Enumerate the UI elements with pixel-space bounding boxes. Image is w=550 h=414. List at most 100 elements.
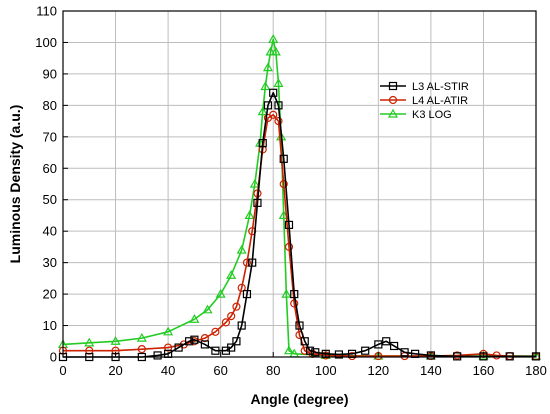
plot-frame [62, 10, 537, 358]
data-point [153, 351, 162, 360]
legend: L3 AL-STIR L4 AL-ATIR K3 LOG [380, 81, 469, 121]
x-tick-label: 0 [59, 363, 66, 378]
data-point [137, 345, 146, 354]
data-point [295, 321, 304, 330]
legend-marker [388, 95, 398, 105]
y-tick-label: 60 [43, 161, 57, 176]
x-tick-label: 180 [525, 363, 547, 378]
data-point [174, 343, 183, 352]
x-tick-label: 40 [161, 363, 175, 378]
series-0 [58, 88, 541, 362]
data-point [505, 352, 514, 361]
data-point [263, 101, 273, 110]
data-point [244, 210, 255, 220]
data-point [164, 343, 173, 352]
data-point [200, 340, 209, 349]
legend-label: L3 AL-STIR [412, 81, 469, 93]
data-point [269, 88, 278, 97]
x-axis-title: Angle (degree) [250, 391, 348, 407]
legend-marker [388, 81, 398, 91]
data-point [110, 336, 121, 345]
data-point [311, 348, 320, 357]
data-point [249, 178, 260, 188]
series-line [63, 114, 537, 358]
y-tick-label: 70 [43, 129, 57, 144]
y-tick-label: 30 [43, 255, 57, 270]
data-point [305, 346, 315, 355]
data-point [290, 289, 299, 299]
y-tick-label: 110 [36, 4, 57, 19]
data-point [136, 332, 147, 342]
y-tick-label: 40 [43, 224, 57, 239]
data-point [232, 337, 241, 346]
data-point [200, 334, 209, 343]
data-point [290, 299, 299, 308]
data-point [242, 258, 252, 267]
data-point [227, 343, 236, 352]
data-point [185, 337, 194, 346]
y-tick-label: 50 [43, 192, 57, 207]
legend-item: K3 LOG [380, 108, 452, 121]
data-point [163, 326, 174, 336]
data-point [361, 346, 370, 355]
data-point [211, 327, 220, 336]
data-point [478, 350, 489, 360]
data-point [334, 350, 344, 359]
legend-item: L4 AL-ATIR [380, 95, 468, 107]
data-point [274, 101, 283, 110]
y-tick-label: 20 [43, 287, 57, 302]
series-layer [57, 34, 542, 362]
data-point [237, 321, 246, 330]
data-point [253, 198, 262, 207]
data-point [279, 179, 288, 189]
y-tick-label: 10 [43, 318, 57, 333]
data-point [85, 346, 94, 355]
x-tick-label: 80 [266, 363, 280, 378]
data-point [242, 289, 252, 299]
axis-ticks: 0 20 40 60 80 100 120 140 160 180 0 10 20 30 40 50 60 70 8… [35, 4, 547, 379]
data-point [232, 302, 241, 311]
data-point [284, 242, 294, 252]
data-point [453, 352, 462, 361]
data-point [237, 283, 246, 292]
data-point [300, 346, 309, 355]
data-point [211, 346, 220, 355]
data-point [260, 81, 271, 91]
data-point [221, 318, 231, 327]
data-point [374, 340, 383, 349]
data-point [226, 270, 237, 279]
x-tick-label: 20 [108, 363, 122, 378]
data-point [265, 46, 276, 56]
y-axis-title: Luminous Density (a.u.) [7, 105, 23, 264]
x-tick-label: 60 [213, 363, 227, 378]
grid-lines [62, 10, 537, 358]
x-tick-label: 120 [367, 363, 389, 378]
series-line [63, 91, 536, 358]
data-point [270, 46, 281, 56]
data-point [262, 62, 274, 72]
y-tick-label: 0 [50, 350, 57, 365]
data-point [257, 106, 268, 116]
y-tick-label: 90 [43, 66, 57, 81]
data-point [190, 335, 199, 344]
data-point [274, 116, 283, 126]
data-point [268, 34, 279, 43]
data-point [284, 220, 294, 229]
legend-label: K3 LOG [412, 109, 452, 121]
data-point [281, 288, 292, 298]
data-point [236, 244, 247, 254]
x-tick-label: 140 [420, 363, 442, 378]
data-point [390, 341, 399, 351]
data-point [189, 314, 200, 323]
x-tick-label: 160 [473, 363, 495, 378]
legend-marker [387, 108, 399, 118]
data-point [382, 337, 391, 346]
data-point [426, 351, 435, 360]
data-point [492, 351, 501, 360]
data-point [202, 304, 213, 314]
data-point [279, 154, 288, 163]
y-tick-label: 80 [43, 98, 57, 113]
x-tick-label: 100 [315, 363, 337, 378]
data-point [273, 78, 284, 87]
legend-item: L3 AL-STIR [380, 81, 469, 93]
